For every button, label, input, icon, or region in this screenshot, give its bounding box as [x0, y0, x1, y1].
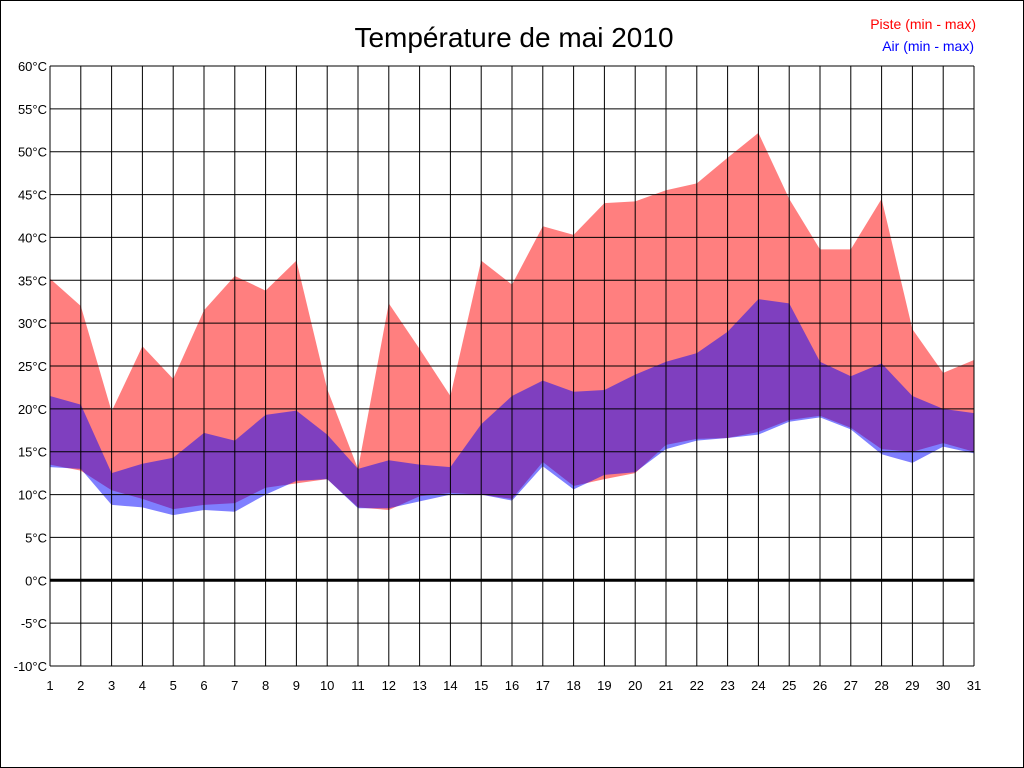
x-tick-label: 23 [720, 678, 734, 693]
x-tick-label: 25 [782, 678, 796, 693]
x-tick-label: 27 [844, 678, 858, 693]
x-tick-label: 20 [628, 678, 642, 693]
y-tick-label: 55°C [18, 102, 47, 117]
x-tick-label: 31 [967, 678, 981, 693]
legend-piste: Piste (min - max) [870, 16, 976, 32]
x-tick-label: 22 [690, 678, 704, 693]
y-tick-label: 30°C [18, 316, 47, 331]
x-tick-label: 28 [874, 678, 888, 693]
x-tick-label: 6 [200, 678, 207, 693]
y-tick-label: 35°C [18, 273, 47, 288]
x-tick-label: 8 [262, 678, 269, 693]
x-tick-label: 4 [139, 678, 146, 693]
y-tick-label: -10°C [14, 659, 47, 674]
x-tick-label: 10 [320, 678, 334, 693]
y-tick-label: 45°C [18, 188, 47, 203]
x-tick-label: 12 [382, 678, 396, 693]
y-tick-label: 5°C [25, 530, 47, 545]
x-tick-label: 11 [351, 678, 365, 693]
y-tick-label: 25°C [18, 359, 47, 374]
x-tick-label: 26 [813, 678, 827, 693]
x-tick-label: 13 [412, 678, 426, 693]
x-tick-label: 21 [659, 678, 673, 693]
y-tick-label: 50°C [18, 145, 47, 160]
y-tick-label: 40°C [18, 230, 47, 245]
x-tick-label: 14 [443, 678, 457, 693]
x-tick-label: 7 [231, 678, 238, 693]
y-tick-label: -5°C [21, 616, 47, 631]
x-tick-label: 17 [536, 678, 550, 693]
y-tick-label: 0°C [25, 573, 47, 588]
x-tick-label: 9 [293, 678, 300, 693]
y-tick-label: 15°C [18, 445, 47, 460]
x-tick-label: 5 [170, 678, 177, 693]
y-tick-label: 20°C [18, 402, 47, 417]
y-tick-label: 10°C [18, 488, 47, 503]
x-tick-label: 18 [566, 678, 580, 693]
x-tick-label: 19 [597, 678, 611, 693]
x-tick-label: 1 [46, 678, 53, 693]
x-tick-label: 30 [936, 678, 950, 693]
chart-title: Température de mai 2010 [354, 22, 673, 53]
x-tick-label: 3 [108, 678, 115, 693]
x-tick-label: 15 [474, 678, 488, 693]
x-tick-label: 2 [77, 678, 84, 693]
y-tick-label: 60°C [18, 59, 47, 74]
legend-air: Air (min - max) [882, 38, 974, 54]
x-tick-label: 16 [505, 678, 519, 693]
x-tick-label: 24 [751, 678, 765, 693]
x-tick-label: 29 [905, 678, 919, 693]
